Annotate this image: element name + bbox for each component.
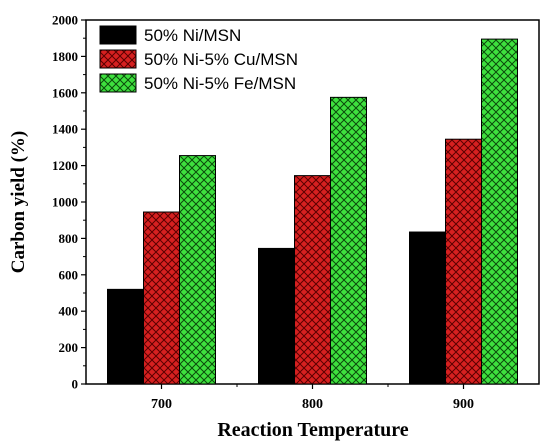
bar-1-800 [258,247,295,385]
x-tick-label: 900 [453,397,474,412]
bar-3-800 [330,96,367,385]
legend-label: 50% Ni/MSN [144,26,241,45]
y-tick-label: 600 [59,267,79,282]
y-tick-label: 800 [59,231,79,246]
y-tick-label: 1800 [52,49,78,64]
legend-label: 50% Ni-5% Fe/MSN [144,74,296,93]
y-tick-label: 0 [72,377,79,392]
y-tick-label: 1400 [52,122,78,137]
y-tick-label: 1000 [52,195,78,210]
bar-2-900 [445,138,482,385]
y-axis: 0 200 400 600 800 1000 1200 1400 1600 1800 2000 [52,13,86,392]
y-tick-label: 400 [59,304,79,319]
legend: 50% Ni/MSN 50% Ni-5% Cu/MSN 50% Ni-5% Fe/M… [99,25,298,93]
x-axis-label: Reaction Temperature [217,419,408,441]
legend-swatch [99,49,137,69]
x-axis: 700 800 900 [151,384,474,412]
bar-1-900 [409,231,446,385]
legend-swatch [99,73,137,93]
y-tick-label: 200 [59,340,79,355]
y-axis-label: Carbon yield (%) [8,131,29,274]
x-tick-label: 700 [151,397,172,412]
bar-2-700 [143,211,180,385]
bar-1-700 [107,288,144,385]
bars [107,38,518,385]
y-tick-label: 1600 [52,85,78,100]
bar-2-800 [294,175,331,385]
bar-3-900 [481,38,518,385]
y-tick-label: 1200 [52,158,78,173]
x-tick-label: 800 [302,397,323,412]
legend-swatch [99,25,137,45]
bar-3-700 [179,155,216,385]
legend-label: 50% Ni-5% Cu/MSN [144,50,298,69]
y-tick-label: 2000 [52,13,78,28]
